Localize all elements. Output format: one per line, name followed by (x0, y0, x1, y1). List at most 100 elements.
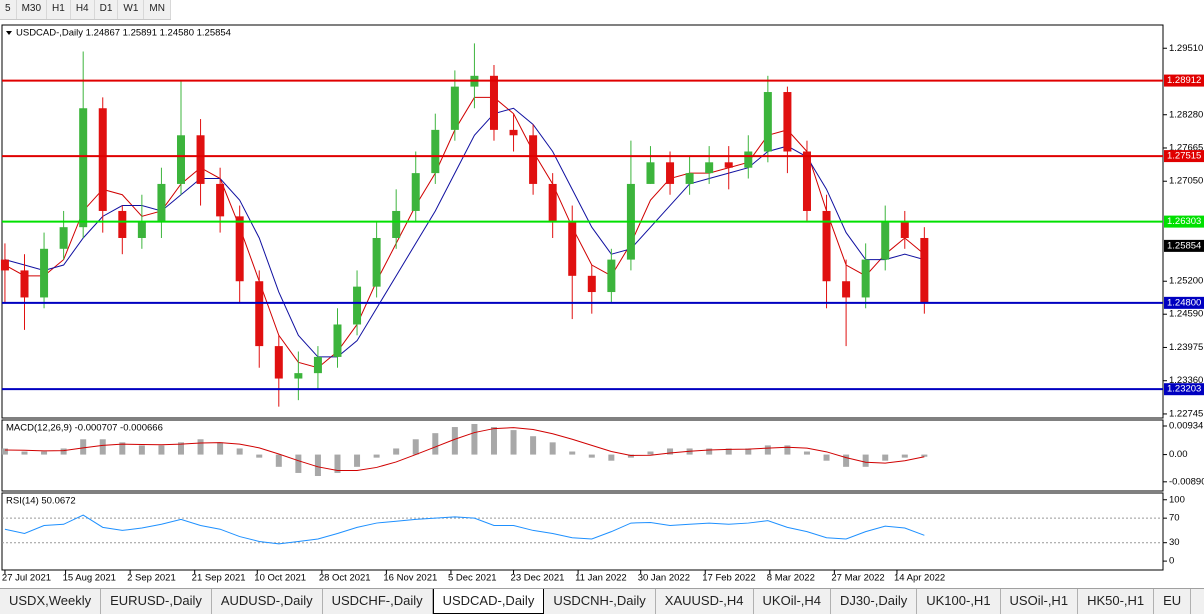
candle-body (216, 183, 225, 217)
timeframe-button[interactable]: 5 (0, 0, 17, 19)
panel-frame (1, 419, 1164, 492)
macd-bar (725, 448, 732, 455)
macd-bar (236, 448, 243, 455)
chart-tab[interactable]: DJ30-,Daily (831, 589, 918, 614)
timeframe-toolbar: 5 M30 H1 H4 D1 W1 MN (0, 0, 171, 20)
candle-body (548, 183, 557, 222)
candle-body (392, 210, 401, 238)
candle-body (431, 129, 440, 174)
candle-body (176, 135, 185, 184)
candle-body (294, 373, 303, 379)
y-tick-label: 1.23360 (1169, 375, 1203, 386)
timeframe-button[interactable]: D1 (95, 0, 119, 19)
y-tick-label: 1.27665 (1169, 142, 1203, 153)
chart-tab[interactable]: USDX,Weekly (0, 589, 102, 614)
macd-bar (764, 445, 771, 455)
x-tick-label: 5 Dec 2021 (448, 573, 497, 584)
y-tick-label: 70 (1169, 513, 1180, 524)
macd-bar (197, 439, 204, 455)
timeframe-button[interactable]: H1 (47, 0, 71, 19)
candle-body (666, 162, 675, 184)
candle-body (724, 162, 733, 168)
x-tick-label: 16 Nov 2021 (383, 573, 437, 584)
x-tick-label: 23 Dec 2021 (511, 573, 565, 584)
chart-tab[interactable]: UK100-,H1 (917, 589, 1001, 614)
candle-body (802, 151, 811, 211)
x-tick-label: 21 Sep 2021 (192, 573, 246, 584)
macd-bar (217, 442, 224, 455)
timeframe-button[interactable]: MN (144, 0, 171, 19)
macd-bar (803, 451, 810, 455)
chart-tab[interactable]: USOil-,H1 (1001, 589, 1079, 614)
panel-frame (1, 492, 1164, 571)
macd-bar (138, 445, 145, 455)
macd-bar (451, 427, 458, 455)
macd-bar (549, 442, 556, 455)
chart-tab[interactable]: USDCNH-,Daily (544, 589, 656, 614)
chart-tab[interactable]: USDCAD-,Daily (432, 589, 545, 614)
x-tick-label: 30 Jan 2022 (638, 573, 690, 584)
level-label: 1.27515 (1167, 151, 1201, 162)
y-tick-label: 30 (1169, 537, 1180, 548)
macd-bar (784, 445, 791, 455)
candle-body (353, 286, 362, 325)
macd-bar (412, 439, 419, 455)
macd-bar (432, 433, 439, 455)
chart-tab[interactable]: UKOil-,H4 (754, 589, 832, 614)
panel-title: RSI(14) 50.0672 (6, 496, 76, 507)
level-label: 1.23203 (1167, 384, 1201, 395)
candle-body (157, 183, 166, 222)
macd-bar (334, 454, 341, 473)
chart-tab[interactable]: HK50-,H1 (1078, 589, 1155, 614)
chart-tab[interactable]: EURUSD-,Daily (101, 589, 212, 614)
chart-tab[interactable]: USDCHF-,Daily (323, 589, 433, 614)
macd-bar (569, 451, 576, 455)
candle-body (646, 162, 655, 184)
y-tick-label: 0.00934 (1169, 421, 1203, 432)
chart: 1.29510 1.28280 1.27665 1.27050 1.25200 1.245… (0, 24, 1204, 584)
candle-body (411, 173, 420, 211)
macd-bar (823, 454, 830, 461)
candle-body (861, 259, 870, 298)
candle-body (313, 356, 322, 374)
chart-tab[interactable]: AUDUSD-,Daily (212, 589, 323, 614)
macd-bar (745, 448, 752, 455)
candle-body (607, 259, 616, 293)
candle-body (372, 237, 381, 287)
chart-tab[interactable]: XAUUSD-,H4 (656, 589, 754, 614)
y-tick-label: 1.24590 (1169, 309, 1203, 320)
chart-tab[interactable]: EU (1154, 589, 1192, 614)
candle-body (137, 221, 146, 238)
candle-body (489, 75, 498, 130)
x-tick-label: 27 Mar 2022 (831, 573, 884, 584)
x-tick-label: 11 Jan 2022 (575, 573, 627, 584)
macd-bar (99, 439, 106, 455)
candle-body (685, 173, 694, 184)
macd-bar (647, 451, 654, 455)
macd-bar (373, 454, 380, 458)
macd-bar (843, 454, 850, 467)
candle-body (450, 86, 459, 130)
candle-body (920, 237, 929, 303)
macd-bar (158, 445, 165, 455)
timeframe-button[interactable]: H4 (71, 0, 95, 19)
level-label-box (1164, 296, 1204, 309)
candle-body (98, 108, 107, 211)
macd-bar (901, 454, 908, 458)
y-tick-label: 1.29510 (1169, 43, 1203, 54)
candle-body (274, 346, 283, 379)
timeframe-button[interactable]: W1 (118, 0, 145, 19)
candle-body (255, 281, 264, 347)
y-tick-label: 100 (1169, 494, 1185, 505)
macd-signal (4, 427, 925, 471)
candle-body (842, 281, 851, 298)
x-tick-label: 17 Feb 2022 (702, 573, 755, 584)
macd-bar (314, 454, 321, 477)
candle-body (196, 135, 205, 184)
candle-body (881, 221, 890, 260)
level-label: 1.24800 (1167, 297, 1201, 308)
timeframe-button[interactable]: M30 (17, 0, 48, 19)
y-tick-label: -0.00890 (1169, 476, 1204, 487)
last-price-box (1164, 239, 1204, 252)
candle-body (744, 151, 753, 168)
